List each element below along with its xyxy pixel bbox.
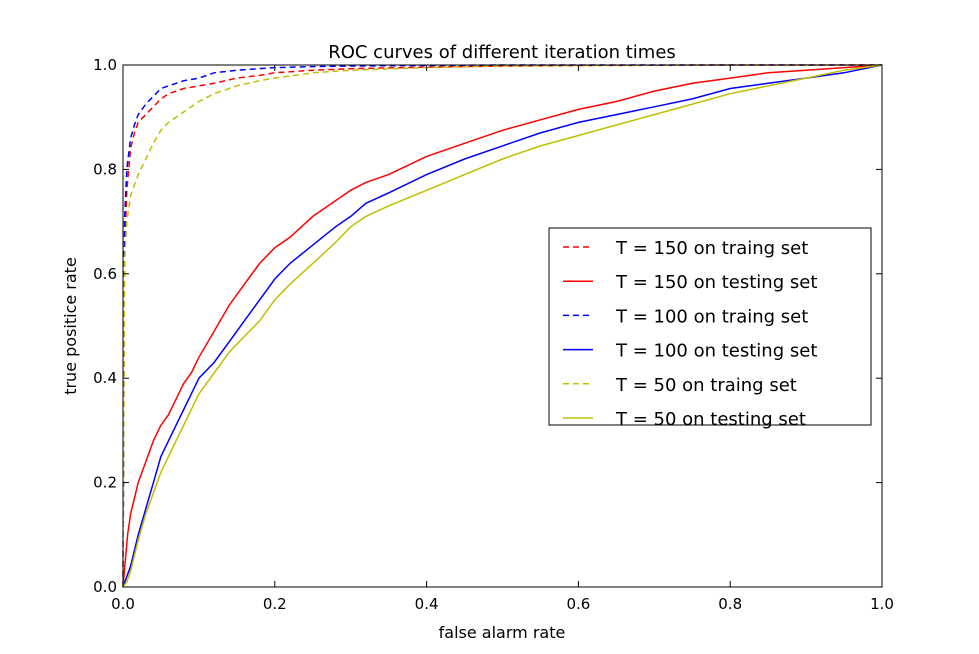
y-tick-label: 0.4 xyxy=(93,369,117,387)
legend-label-2: T = 150 on testing set xyxy=(615,272,817,293)
y-tick-label: 0.2 xyxy=(93,474,117,492)
legend-label-5: T = 50 on traing set xyxy=(615,375,797,396)
legend-label-4: T = 100 on testing set xyxy=(615,341,817,362)
series-line-5 xyxy=(122,64,882,588)
legend-label-6: T = 50 on testing set xyxy=(615,409,806,430)
chart-title: ROC curves of different iteration times xyxy=(328,42,676,63)
x-tick-label: 0.2 xyxy=(263,595,287,613)
series-line-6 xyxy=(122,64,883,588)
y-tick-label: 0.0 xyxy=(93,578,117,596)
y-axis-ticks: 0.0 0.2 0.4 0.6 0.8 1.0 xyxy=(93,56,882,596)
legend-box xyxy=(548,227,872,426)
x-axis-label: false alarm rate xyxy=(439,623,566,642)
series-line-2 xyxy=(122,64,883,588)
y-tick-label: 1.0 xyxy=(93,56,117,74)
y-tick-label: 0.6 xyxy=(93,265,117,283)
y-tick-label: 0.8 xyxy=(93,160,117,178)
legend: T = 150 on traing set T = 150 on testing … xyxy=(548,227,872,430)
x-tick-label: 1.0 xyxy=(870,595,894,613)
x-axis-ticks: 0.0 0.2 0.4 0.6 0.8 1.0 xyxy=(111,65,894,613)
y-axis-label: true positice rate xyxy=(61,257,80,395)
legend-label-3: T = 100 on traing set xyxy=(615,306,808,327)
plot-area xyxy=(122,64,883,588)
x-tick-label: 0.4 xyxy=(415,595,439,613)
x-tick-label: 0.6 xyxy=(566,595,590,613)
plot-frame xyxy=(122,64,883,588)
x-tick-label: 0.8 xyxy=(718,595,742,613)
x-tick-label: 0.0 xyxy=(111,595,135,613)
legend-label-1: T = 150 on traing set xyxy=(615,238,808,259)
series-line-4 xyxy=(122,64,883,588)
series-line-1 xyxy=(122,64,882,588)
